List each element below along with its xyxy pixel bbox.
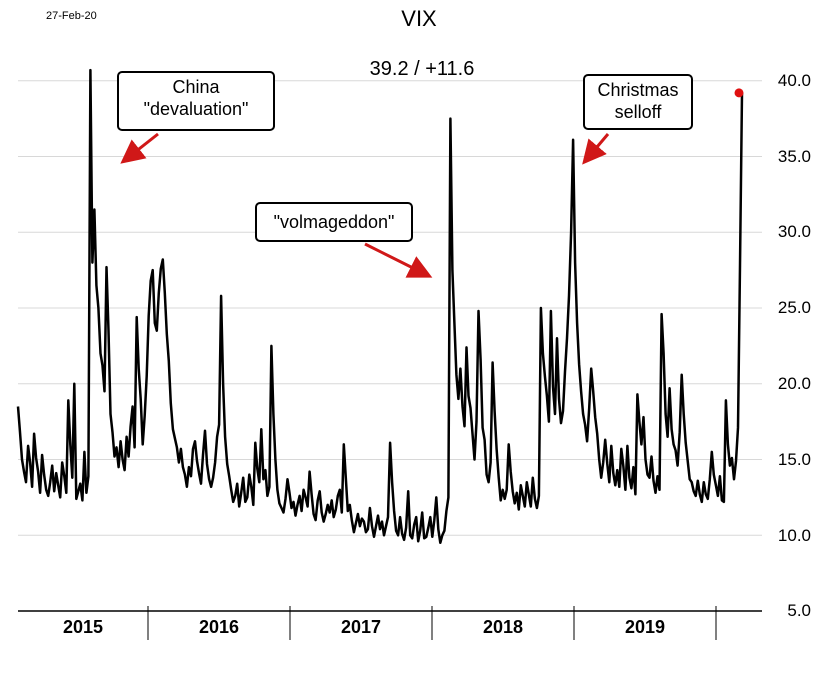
callout-christmas-selloff-label: Christmas selloff [597, 80, 679, 122]
x-tick-label: 2018 [482, 617, 524, 637]
y-tick-label: 40.0 [777, 71, 811, 90]
chart-title: VIX [401, 6, 437, 31]
y-tick-label: 30.0 [777, 222, 811, 241]
y-tick-label: 25.0 [777, 298, 811, 317]
callout-arrow [582, 133, 610, 165]
date-stamp: 27-Feb-20 [46, 10, 97, 22]
callout-arrow [364, 242, 433, 278]
callout-volmageddon-label: "volmageddon" [273, 212, 395, 232]
y-tick-label: 20.0 [777, 374, 811, 393]
y-tick-label: 15.0 [777, 450, 811, 469]
callout-china-devaluation-label: China "devaluation" [143, 77, 249, 119]
series-layer [16, 68, 744, 545]
y-tick-label: 5.0 [787, 601, 811, 620]
latest-point-marker [734, 88, 744, 98]
callout-arrow [120, 132, 159, 164]
callout-china-devaluation: China "devaluation" [117, 71, 275, 131]
x-axis [18, 606, 762, 640]
series-line [16, 68, 744, 545]
callout-christmas-selloff: Christmas selloff [583, 74, 693, 130]
x-tick-label: 2017 [340, 617, 382, 637]
x-tick-label: 2016 [198, 617, 240, 637]
latest-readout: 39.2 / +11.6 [369, 58, 475, 80]
x-tick-label: 2015 [62, 617, 104, 637]
callout-volmageddon: "volmageddon" [255, 202, 413, 242]
x-tick-label: 2019 [624, 617, 666, 637]
y-tick-label: 10.0 [777, 526, 811, 545]
callout-arrows [120, 132, 610, 278]
y-tick-label: 35.0 [777, 147, 811, 166]
